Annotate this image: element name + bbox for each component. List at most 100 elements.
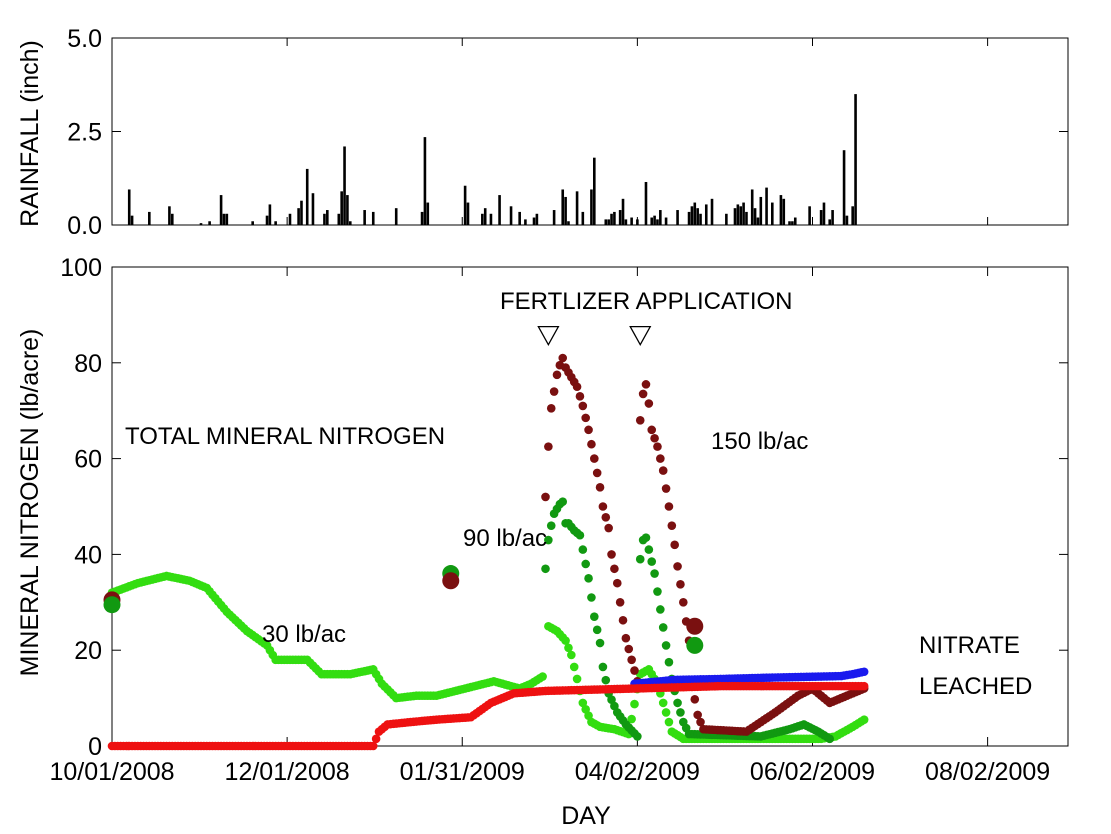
nitrogen-y-axis-label: MINERAL NITROGEN (lb/acre) (16, 329, 44, 677)
data-point (658, 466, 668, 475)
rainfall-bar (828, 219, 832, 225)
data-point (592, 468, 602, 478)
data-point (549, 387, 559, 396)
rainfall-bar (604, 219, 608, 225)
x-tick-label: 06/02/2009 (750, 758, 875, 786)
rainfall-bar (610, 213, 613, 225)
rainfall-bar (567, 221, 570, 225)
rainfall-bar (653, 215, 656, 225)
data-point (670, 540, 679, 550)
annotation-leached: LEACHED (919, 673, 1032, 700)
rainfall-bar (168, 206, 171, 225)
data-point (546, 521, 556, 530)
rainfall-bar (618, 210, 622, 225)
data-point (612, 578, 622, 588)
data-point (590, 612, 599, 621)
rainfall-bar (420, 211, 424, 225)
data-point (618, 615, 628, 625)
data-point (635, 554, 645, 564)
rainfall-bar (337, 213, 341, 225)
data-point (676, 708, 685, 717)
rainfall-bar (788, 221, 791, 225)
x-tick-label: 01/31/2009 (400, 758, 525, 786)
rainfall-bar (208, 221, 211, 225)
rainfall-bar (489, 213, 493, 225)
rainfall-bar (498, 195, 501, 225)
rainfall-y-tick-label: 2.5 (67, 119, 102, 147)
data-point (653, 442, 662, 451)
rainfall-bar (696, 208, 699, 225)
data-point (569, 662, 579, 672)
rainfall-bar (756, 217, 760, 225)
rainfall-bar (343, 146, 346, 225)
data-point (676, 580, 685, 589)
rainfall-bar (130, 215, 134, 225)
rainfall-bar (659, 210, 662, 225)
data-point (664, 657, 674, 667)
data-point (595, 483, 605, 492)
data-point (371, 734, 381, 744)
data-point (667, 521, 677, 530)
rainfall-bar (127, 189, 131, 225)
rainfall-bar (535, 213, 539, 225)
data-point (598, 502, 608, 511)
rainfall-bar (371, 211, 375, 225)
series-1 (541, 497, 835, 744)
data-point (595, 638, 605, 648)
rainfall-bar (613, 211, 616, 225)
data-point (656, 454, 665, 463)
rainfall-bar (394, 208, 398, 225)
rainfall-bar (590, 189, 593, 225)
rainfall-bar (676, 210, 679, 225)
rainfall-bar (779, 195, 783, 225)
rainfall-bar (564, 196, 567, 225)
rainfall-bar (225, 213, 229, 225)
data-point (567, 650, 576, 660)
data-point (590, 454, 599, 463)
measured-point (442, 572, 460, 590)
rainfall-bar (466, 202, 470, 225)
x-tick-label: 04/02/2009 (575, 758, 700, 786)
data-point (601, 512, 611, 522)
rainfall-bar (481, 213, 484, 225)
data-point (653, 587, 662, 596)
data-point (673, 698, 682, 708)
data-point (656, 605, 665, 614)
data-point (650, 433, 659, 443)
measured-point (686, 617, 704, 635)
data-point (604, 523, 613, 533)
data-point (647, 425, 657, 435)
data-point (624, 644, 634, 654)
rainfall-bar (690, 206, 694, 225)
rainfall-bar (851, 206, 854, 225)
data-point (635, 415, 645, 425)
rainfall-bar (222, 213, 226, 225)
data-point (650, 569, 659, 578)
rainfall-bar (782, 198, 786, 225)
data-point (641, 380, 651, 389)
data-point (633, 732, 642, 741)
rainfall-bar (607, 219, 610, 225)
x-tick-label: 08/02/2009 (925, 758, 1050, 786)
rainfall-bar (170, 213, 174, 225)
data-point (601, 675, 611, 685)
rainfall-bar (759, 196, 763, 225)
x-tick-label: 12/01/2008 (225, 758, 350, 786)
data-point (584, 425, 593, 435)
fertilizer-application-marker (629, 325, 652, 346)
rainfall-bar (340, 191, 343, 225)
data-point (592, 625, 602, 635)
data-point (661, 641, 671, 650)
measured-point (103, 596, 121, 614)
data-point (696, 717, 705, 727)
data-point (658, 698, 668, 708)
rainfall-bar (771, 202, 774, 225)
nitrogen-y-tick-label: 80 (74, 350, 102, 378)
rainfall-bar (268, 204, 272, 225)
data-point (661, 484, 671, 493)
data-point (859, 715, 869, 724)
data-point (368, 741, 378, 751)
rainfall-bar (552, 210, 556, 225)
rainfall-bar (664, 217, 668, 225)
